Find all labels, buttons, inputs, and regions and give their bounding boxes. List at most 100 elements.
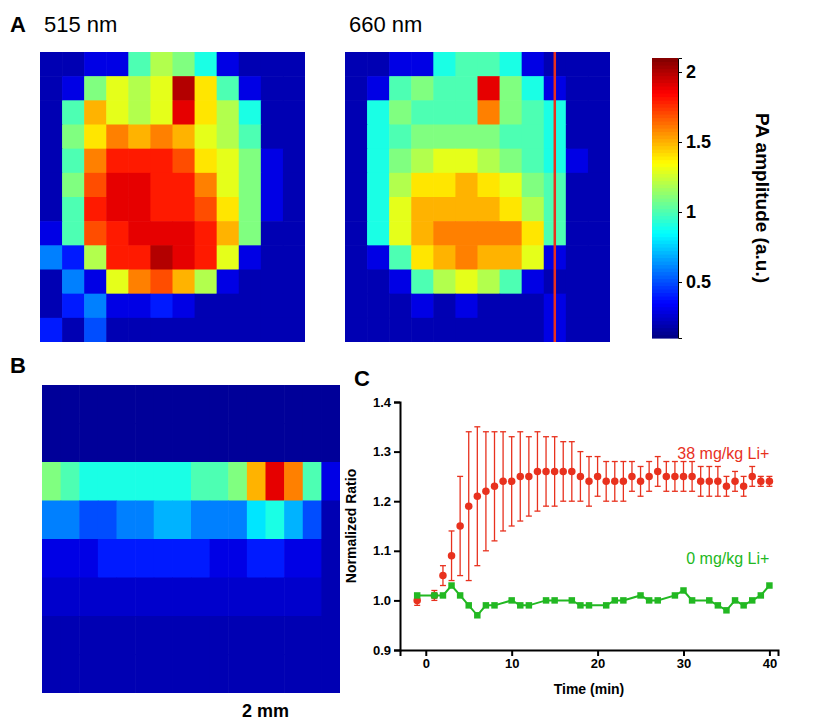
heat-cell [239, 197, 262, 222]
heat-cell [478, 318, 501, 342]
heat-cell [150, 318, 173, 342]
heat-cell [228, 385, 247, 424]
heat-cell [321, 501, 340, 540]
colorbar-step [652, 111, 678, 115]
colorbar-step [652, 58, 678, 62]
heat-cell [40, 125, 63, 150]
heat-cell [84, 149, 107, 174]
heat-cell [433, 245, 456, 270]
heat-cell [500, 245, 523, 270]
point [491, 483, 498, 490]
y-axis: 0.91.01.11.21.31.4 [373, 395, 401, 658]
y-tick-label: 1.1 [373, 543, 391, 558]
colorbar-step [652, 314, 678, 318]
point [525, 473, 532, 480]
point [465, 602, 471, 608]
colorbar-axis: 0.511.52 [678, 59, 711, 339]
heat-cell [283, 197, 305, 222]
error-bar [543, 437, 549, 506]
heat-cell [150, 76, 173, 101]
point [672, 592, 678, 598]
heat-cell [566, 100, 589, 125]
point [680, 473, 687, 480]
error-bar-segment [449, 530, 455, 531]
heat-cell [128, 294, 151, 319]
colorbar-step [652, 293, 678, 297]
heat-cell [150, 173, 173, 198]
x-tick-mark [683, 650, 685, 656]
heat-cell [40, 221, 63, 246]
y-tick-label: 1.4 [373, 395, 392, 410]
heat-cell [135, 385, 154, 424]
heat-cell [284, 501, 303, 540]
heat-cell [367, 245, 390, 270]
heat-cell [106, 173, 129, 198]
colorbar-step [652, 128, 678, 132]
heat-cell [247, 578, 266, 617]
heat-cell [522, 100, 545, 125]
heat-cell [195, 125, 218, 150]
heat-cell [522, 270, 545, 295]
heat-cell [411, 294, 434, 319]
heat-cell [117, 462, 136, 501]
heat-cell [303, 578, 322, 617]
error-bar-segment [646, 461, 652, 462]
y-tick-mark [394, 550, 400, 552]
x-tick: 0 [423, 650, 430, 671]
error-bar-segment [560, 501, 566, 502]
heat-cell [239, 173, 262, 198]
heat-cell [239, 318, 262, 342]
point [431, 592, 438, 599]
error-bar-segment [655, 456, 661, 457]
heat-cell [261, 100, 284, 125]
y-tick: 1.2 [373, 494, 400, 509]
heat-cell [173, 221, 196, 246]
point [448, 582, 454, 588]
heat-cell [345, 197, 368, 222]
heat-cell [40, 100, 63, 125]
heat-cell [62, 197, 85, 222]
heat-cell [500, 221, 523, 246]
heat-cell [195, 270, 218, 295]
heat-cell [303, 616, 322, 655]
heat-cell [411, 270, 434, 295]
heat-cell [135, 616, 154, 655]
x-tick-mark [769, 650, 771, 656]
point [543, 597, 549, 603]
heat-cell [478, 245, 501, 270]
heat-cell [40, 245, 63, 270]
heat-cell [283, 173, 305, 198]
heat-cell [478, 197, 501, 222]
point [706, 478, 713, 485]
colorbar-step [652, 83, 678, 87]
point [731, 478, 738, 485]
point [758, 592, 764, 598]
heat-cell [283, 245, 305, 270]
x-axis-title: Time (min) [554, 681, 625, 697]
series-line [417, 586, 769, 616]
heat-cell [61, 462, 80, 501]
heat-cell [154, 501, 173, 540]
error-bar-segment [569, 441, 575, 442]
error-bar [629, 462, 635, 492]
y-tick-label: 1.3 [373, 444, 391, 459]
heat-cell [191, 462, 210, 501]
heat-cell [217, 197, 240, 222]
heat-cell [283, 125, 305, 150]
heat-cell [588, 197, 610, 222]
heat-cell [321, 616, 340, 655]
heat-cell [228, 462, 247, 501]
heat-cell [266, 385, 285, 424]
heat-cell [117, 424, 136, 463]
error-bar [655, 457, 661, 487]
heat-cell [117, 539, 136, 578]
heat-cell [195, 318, 218, 342]
point [559, 468, 566, 475]
colorbar-step [652, 90, 678, 94]
point [577, 602, 583, 608]
error-bar-segment [612, 461, 618, 462]
heat-cell [84, 270, 107, 295]
series [414, 582, 773, 618]
x-tick: 30 [677, 650, 691, 671]
heat-cell [217, 76, 240, 101]
